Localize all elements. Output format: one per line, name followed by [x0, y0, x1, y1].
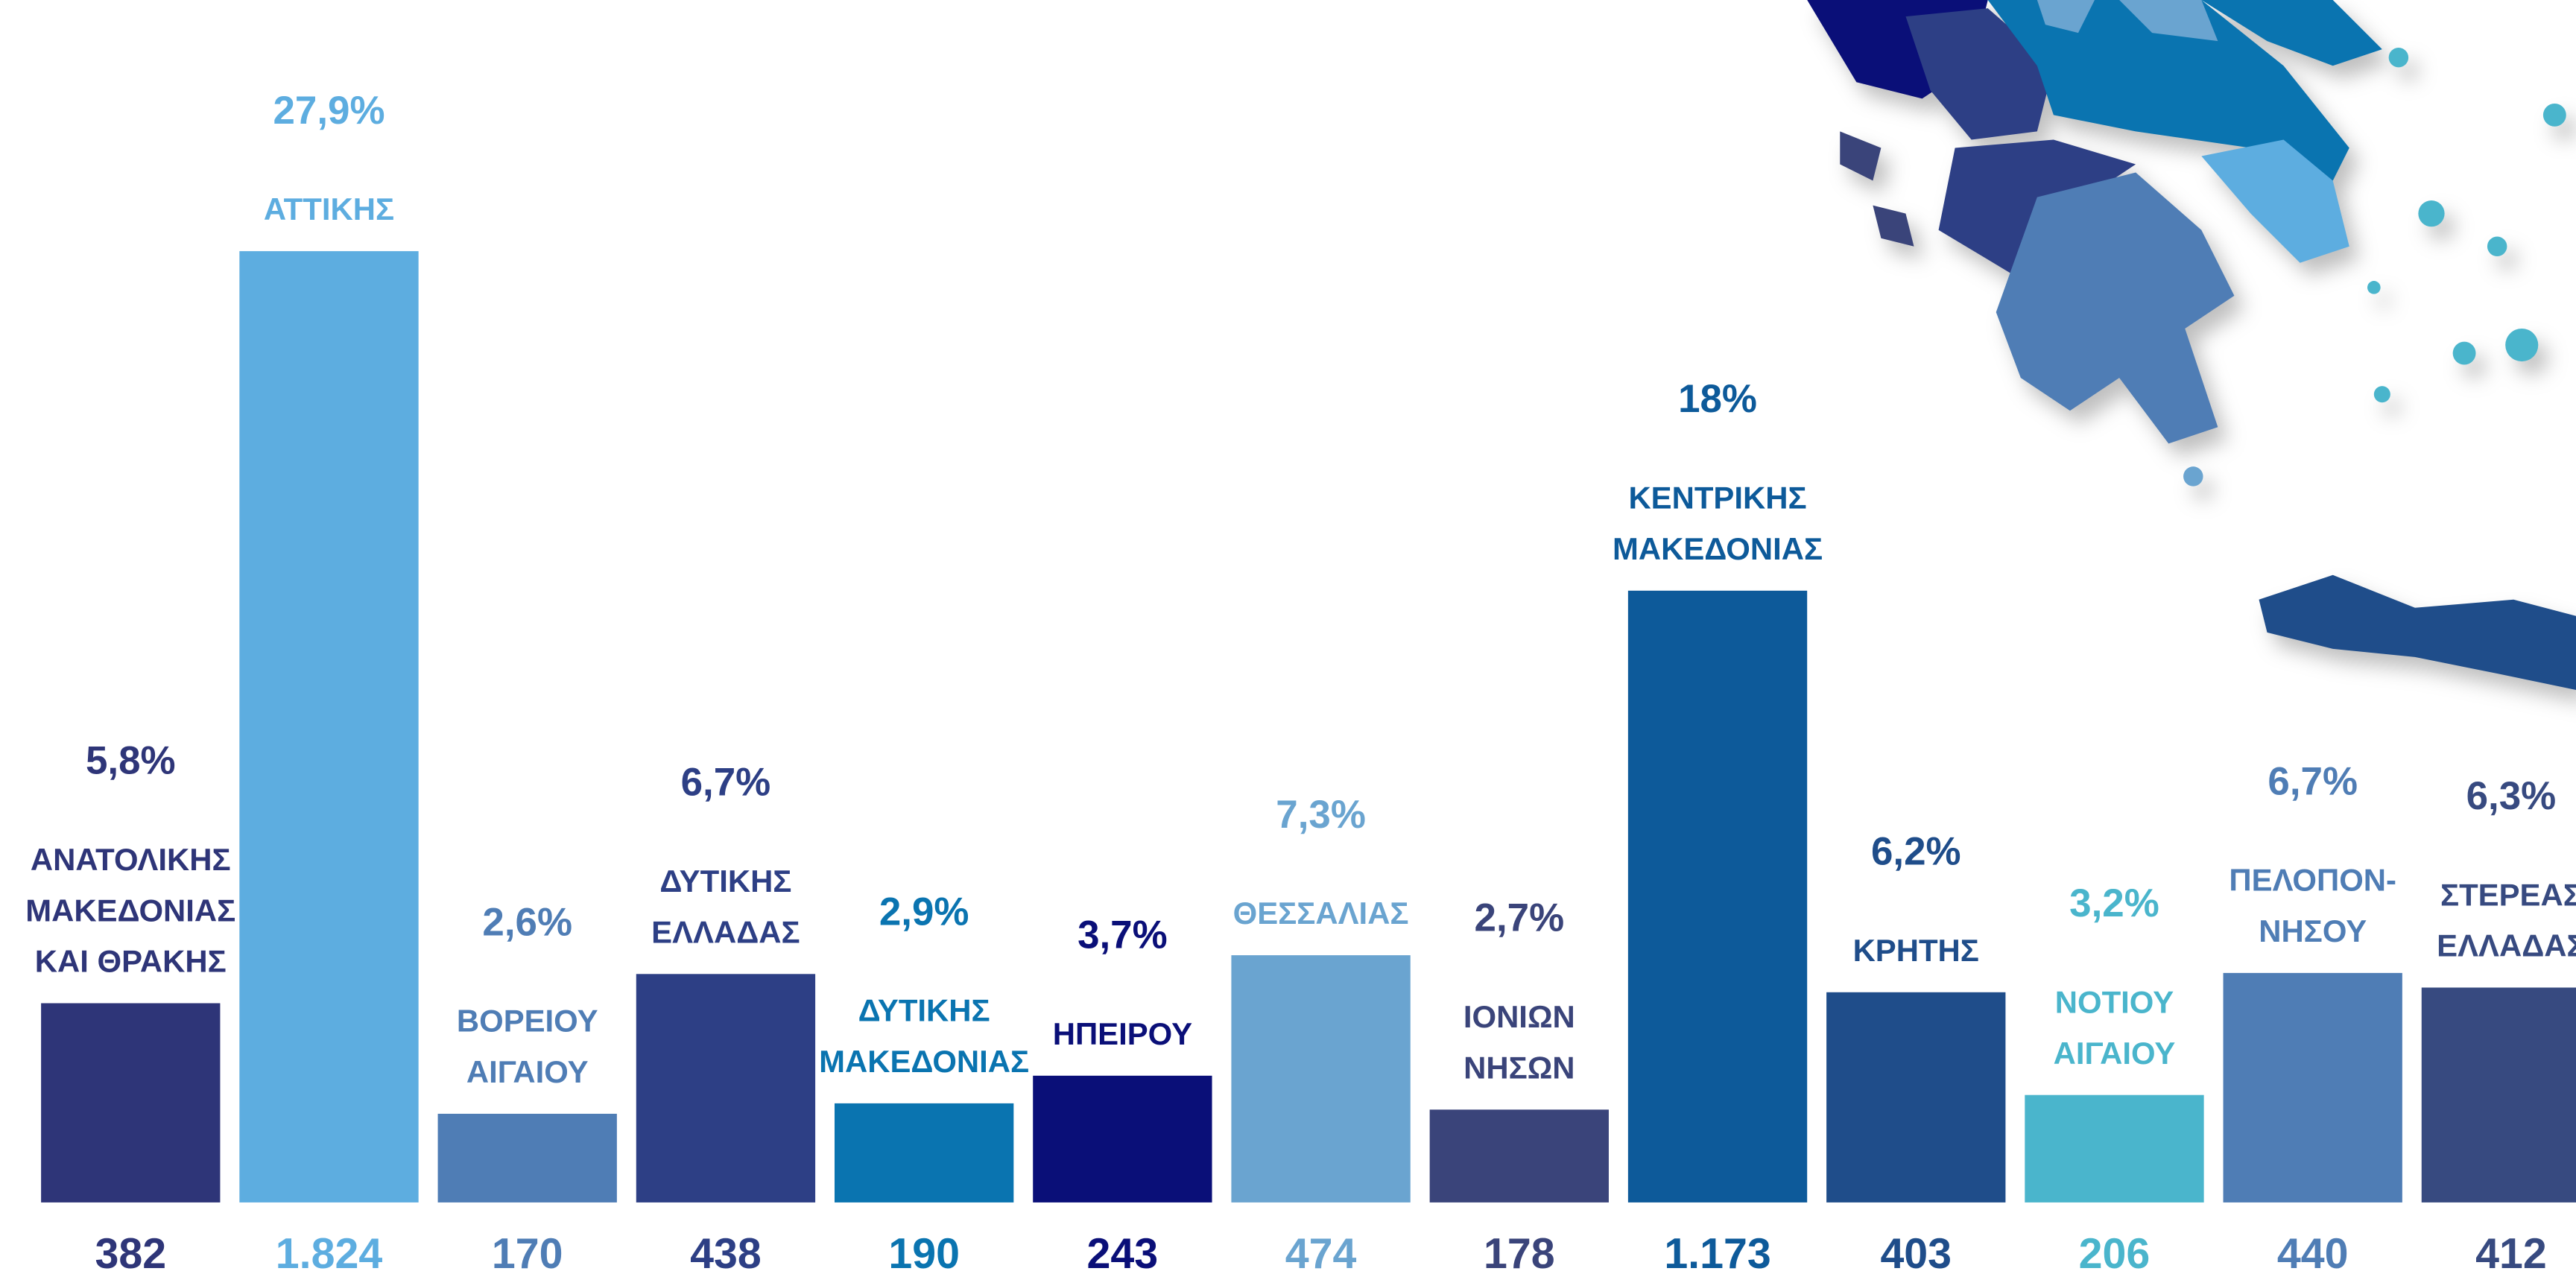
category-label: ΜΑΚΕΔΟΝΙΑΣ: [25, 893, 235, 928]
bar: [2421, 987, 2576, 1203]
value-label: 1.824: [276, 1230, 383, 1278]
category-label: ΑΝΑΤΟΛΙΚΗΣ: [31, 842, 231, 877]
value-label: 382: [95, 1230, 166, 1278]
share-label: 6,2%: [1871, 830, 1961, 874]
bar: [1826, 992, 2006, 1203]
share-label: 18%: [1678, 377, 1757, 421]
category-label: ΚΕΝΤΡΙΚΗΣ: [1628, 481, 1806, 516]
value-label: 178: [1484, 1230, 1555, 1278]
category-label: ΔΥΤΙΚΗΣ: [858, 993, 990, 1028]
category-label: ΚΡΗΤΗΣ: [1853, 933, 1979, 968]
bar: [2025, 1094, 2204, 1203]
value-label: 412: [2475, 1230, 2547, 1278]
share-label: 2,7%: [1475, 896, 1565, 940]
category-label: ΑΤΤΙΚΗΣ: [264, 191, 394, 226]
bar: [1033, 1075, 1212, 1203]
share-label: 5,8%: [86, 739, 176, 783]
map-decoration: [1807, 0, 2576, 691]
share-label: 7,3%: [1276, 793, 1366, 837]
category-label: ΠΕΛΟΠΟΝ-: [2229, 863, 2396, 898]
value-label: 440: [2277, 1230, 2349, 1278]
category-label: ΕΛΛΑΔΑΣ: [651, 914, 800, 949]
category-label: ΙΟΝΙΩΝ: [1463, 999, 1575, 1034]
category-label: ΚΑΙ ΘΡΑΚΗΣ: [35, 944, 227, 979]
category-label: ΣΤΕΡΕΑΣ: [2440, 877, 2576, 912]
value-label: 190: [888, 1230, 960, 1278]
category-label: ΘΕΣΣΑΛΙΑΣ: [1233, 896, 1409, 931]
category-label: ΝΗΣΟΥ: [2259, 913, 2367, 948]
bar: [2223, 972, 2402, 1203]
value-label: 403: [1880, 1230, 1952, 1278]
category-label: ΒΟΡΕΙΟΥ: [457, 1004, 598, 1039]
share-label: 27,9%: [273, 89, 384, 133]
bar: [1627, 590, 1808, 1203]
bar: [1231, 955, 1411, 1203]
share-label: 2,6%: [482, 900, 572, 944]
category-label: ΝΟΤΙΟΥ: [2055, 984, 2174, 1019]
bar: [636, 974, 816, 1203]
category-label: ΑΙΓΑΙΟΥ: [466, 1054, 589, 1089]
bar: [239, 251, 419, 1203]
share-label: 6,7%: [2268, 759, 2358, 803]
category-label: ΗΠΕΙΡΟΥ: [1053, 1016, 1192, 1051]
share-label: 3,2%: [2069, 881, 2159, 925]
bar: [834, 1103, 1014, 1203]
value-label: 170: [492, 1230, 563, 1278]
bar: [41, 1003, 221, 1203]
category-label: ΝΗΣΩΝ: [1463, 1050, 1575, 1085]
value-label: 1.173: [1664, 1230, 1770, 1278]
value-label: 243: [1087, 1230, 1159, 1278]
category-label: ΑΙΓΑΙΟΥ: [2054, 1036, 2176, 1071]
category-label: ΔΥΤΙΚΗΣ: [659, 864, 791, 899]
value-label: 474: [1285, 1230, 1357, 1278]
bar: [1429, 1109, 1609, 1203]
bar: [437, 1113, 617, 1203]
value-label: 206: [2079, 1230, 2151, 1278]
value-label: 438: [690, 1230, 762, 1278]
category-label: ΜΑΚΕΔΟΝΙΑΣ: [819, 1044, 1029, 1079]
share-label: 2,9%: [879, 890, 969, 934]
category-label: ΕΛΛΑΔΑΣ: [2437, 928, 2576, 963]
share-label: 6,3%: [2466, 774, 2557, 818]
share-label: 3,7%: [1077, 913, 1168, 957]
share-label: 6,7%: [681, 761, 771, 805]
category-label: ΜΑΚΕΔΟΝΙΑΣ: [1613, 531, 1823, 566]
